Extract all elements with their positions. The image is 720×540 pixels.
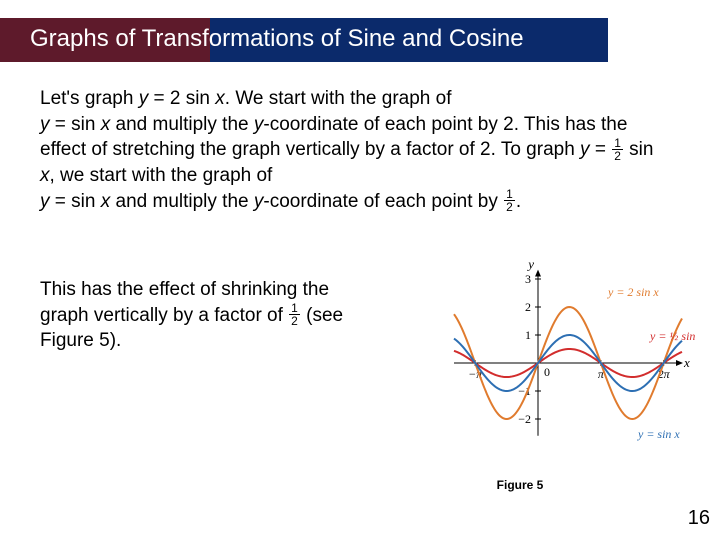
svg-text:y = ½ sin x: y = ½ sin x — [649, 329, 698, 343]
fraction-half: 12 — [504, 188, 515, 213]
svg-text:0: 0 — [544, 365, 550, 379]
text: = 2 sin — [148, 88, 215, 109]
slide-header: Graphs of Transformations of Sine and Co… — [0, 18, 608, 62]
svg-text:−2: −2 — [518, 412, 531, 426]
var-x: x — [215, 88, 225, 109]
text: = — [590, 139, 612, 160]
svg-text:2: 2 — [525, 300, 531, 314]
text: and multiply the — [110, 191, 254, 212]
var-x: x — [101, 191, 111, 212]
var-y: y — [254, 114, 264, 135]
var-y: y — [139, 88, 149, 109]
denominator: 2 — [289, 315, 300, 327]
svg-text:y = sin x: y = sin x — [637, 427, 680, 441]
figure-caption: Figure 5 — [460, 478, 580, 492]
text: = sin — [50, 114, 101, 135]
svg-text:3: 3 — [525, 272, 531, 286]
var-y: y — [40, 191, 50, 212]
svg-text:x: x — [683, 355, 690, 370]
svg-text:y: y — [526, 258, 534, 272]
denominator: 2 — [612, 150, 623, 162]
denominator: 2 — [504, 201, 515, 213]
var-y: y — [40, 114, 50, 135]
var-x: x — [40, 165, 50, 186]
page-number: 16 — [688, 507, 710, 530]
text: and multiply the — [110, 114, 254, 135]
text: = sin — [50, 191, 101, 212]
paragraph-1: Let's graph y = 2 sin x. We start with t… — [40, 86, 654, 214]
text: This has the effect of shrinking the gra… — [40, 279, 329, 326]
slide-title: Graphs of Transformations of Sine and Co… — [30, 25, 524, 53]
text: . We start with the graph of — [225, 88, 452, 109]
text: , we start with the graph of — [50, 165, 273, 186]
svg-text:y = 2 sin x: y = 2 sin x — [607, 285, 659, 299]
fraction-half: 12 — [612, 137, 623, 162]
text: . — [516, 191, 521, 212]
numerator: 1 — [612, 137, 623, 150]
paragraph-2: This has the effect of shrinking the gra… — [40, 277, 370, 354]
var-x: x — [101, 114, 111, 135]
text: sin — [624, 139, 654, 160]
svg-text:1: 1 — [525, 328, 531, 342]
fraction-half: 12 — [289, 302, 300, 327]
var-y: y — [580, 139, 590, 160]
text: Let's graph — [40, 88, 139, 109]
sine-chart-svg: −ππ2π321−1−20xyy = 2 sin xy = ½ sin xy =… — [398, 258, 698, 458]
figure-5-chart: −ππ2π321−1−20xyy = 2 sin xy = ½ sin xy =… — [398, 258, 698, 458]
text: -coordinate of each point by — [263, 191, 503, 212]
var-y: y — [254, 191, 264, 212]
